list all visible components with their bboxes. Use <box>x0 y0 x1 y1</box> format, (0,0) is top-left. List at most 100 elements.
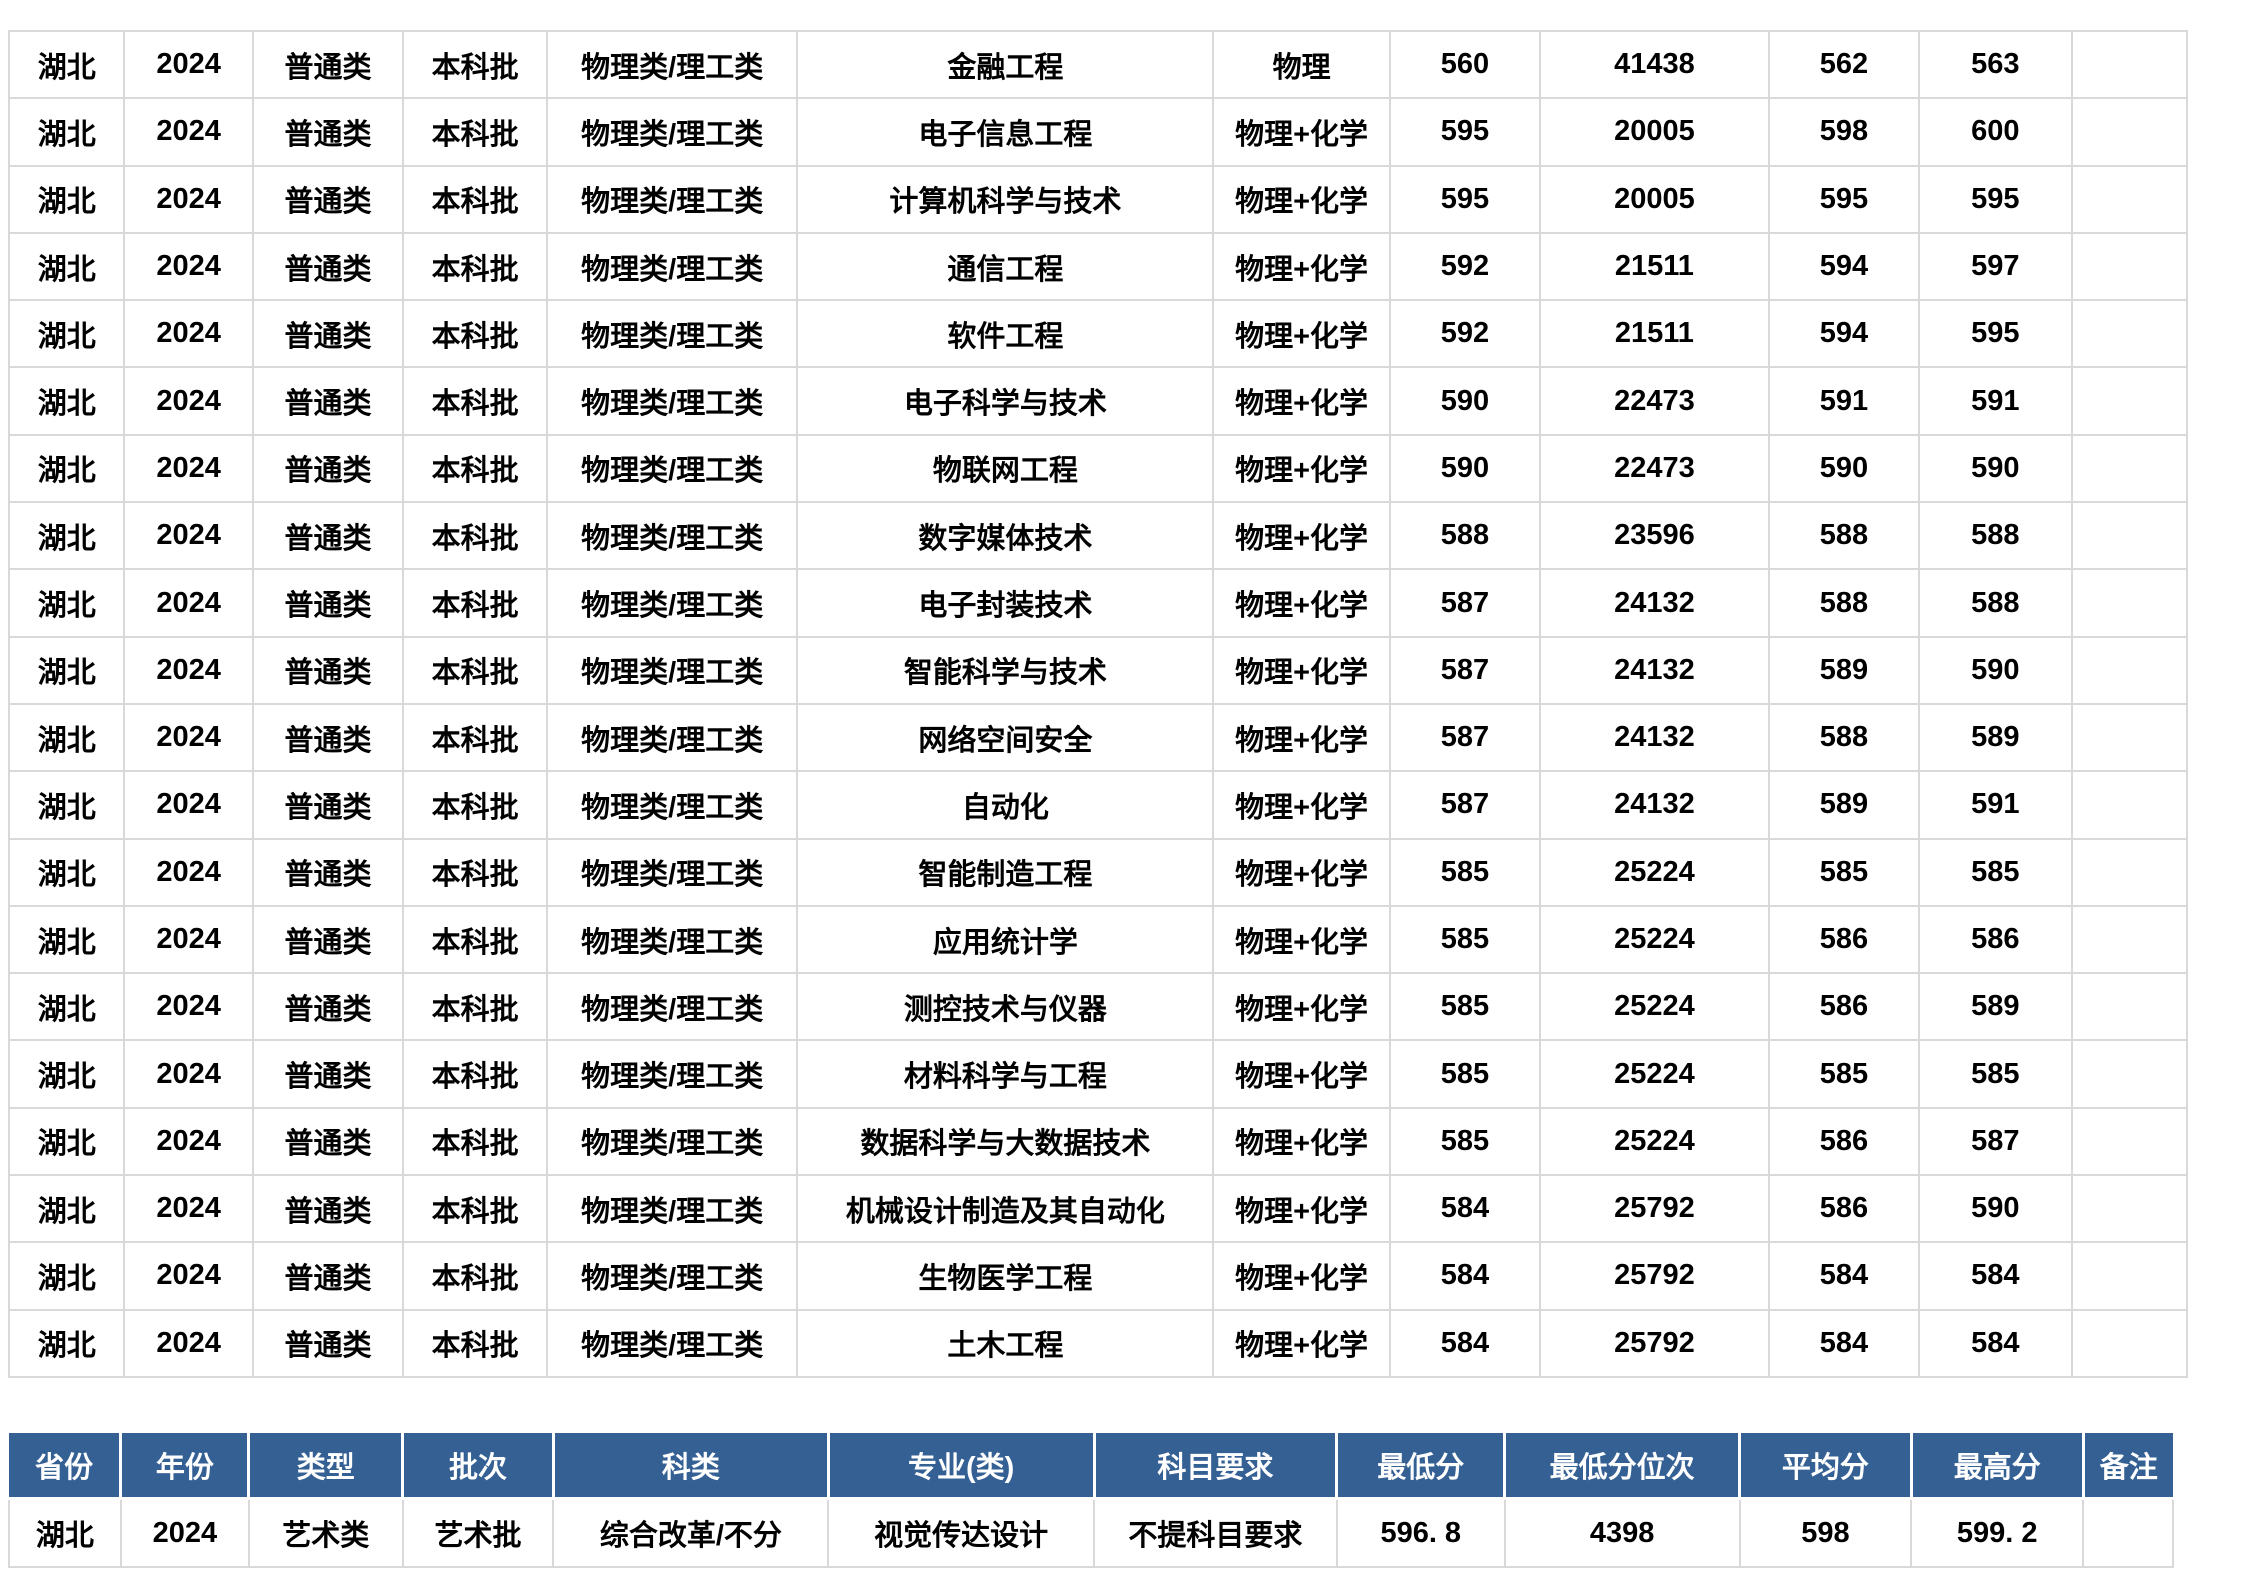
cell-min-score-rank: 41438 <box>1539 29 1770 100</box>
cell-category: 综合改革/不分 <box>552 1497 830 1568</box>
cell-province: 湖北 <box>7 635 126 705</box>
cell-subject-requirement: 物理+化学 <box>1212 702 1391 773</box>
cell-batch: 本科批 <box>402 164 548 234</box>
cell-min-score: 587 <box>1388 568 1542 638</box>
cell-remark <box>2070 568 2188 638</box>
cell-year: 2024 <box>123 433 254 504</box>
cell-avg-score: 584 <box>1767 1308 1921 1378</box>
cell-min-score: 585 <box>1388 1106 1542 1177</box>
col-header-province: 省份 <box>9 1433 123 1500</box>
admission-row: 湖北 2024 普通类 本科批 物理类/理工类 智能科学与技术 物理+化学 587 24132 5… <box>7 635 2188 705</box>
cell-remark <box>2070 1039 2188 1109</box>
col-header-category: 科类 <box>553 1433 830 1500</box>
cell-type: 普通类 <box>251 1241 405 1311</box>
admission-row: 湖北 2024 普通类 本科批 物理类/理工类 材料科学与工程 物理+化学 585 25224 5… <box>7 1039 2188 1109</box>
cell-subject-requirement: 物理+化学 <box>1212 501 1391 571</box>
cell-max-score: 591 <box>1918 770 2073 840</box>
cell-subject-requirement: 物理+化学 <box>1212 770 1391 840</box>
cell-province: 湖北 <box>7 837 126 907</box>
cell-batch: 本科批 <box>402 231 548 302</box>
cell-avg-score: 589 <box>1767 770 1921 840</box>
cell-max-score: 584 <box>1918 1241 2073 1311</box>
cell-category: 物理类/理工类 <box>545 904 799 975</box>
cell-subject-requirement: 物理+化学 <box>1212 1174 1391 1244</box>
cell-max-score: 595 <box>1918 164 2073 234</box>
cell-min-score: 587 <box>1388 635 1542 705</box>
cell-year: 2024 <box>123 97 254 167</box>
cell-category: 物理类/理工类 <box>545 837 799 907</box>
cell-subject-requirement: 物理+化学 <box>1212 1106 1391 1177</box>
cell-year: 2024 <box>119 1497 250 1568</box>
cell-type: 普通类 <box>251 1039 405 1109</box>
cell-major: 数字媒体技术 <box>796 501 1215 571</box>
cell-province: 湖北 <box>7 702 126 773</box>
admission-row: 湖北 2024 普通类 本科批 物理类/理工类 数字媒体技术 物理+化学 588 23596 58… <box>7 501 2188 571</box>
cell-batch: 本科批 <box>402 635 548 705</box>
cell-type: 普通类 <box>251 972 405 1042</box>
admission-row: 湖北 2024 普通类 本科批 物理类/理工类 电子信息工程 物理+化学 595 20005 59… <box>7 97 2188 167</box>
cell-subject-requirement: 物理+化学 <box>1212 568 1391 638</box>
admission-row: 湖北 2024 普通类 本科批 物理类/理工类 智能制造工程 物理+化学 585 25224 58… <box>7 837 2188 907</box>
cell-min-score-rank: 25792 <box>1539 1174 1770 1244</box>
col-header-major: 专业(类) <box>828 1433 1096 1500</box>
cell-avg-score: 598 <box>1767 97 1921 167</box>
cell-max-score: 595 <box>1918 299 2073 369</box>
cell-major: 应用统计学 <box>796 904 1215 975</box>
admission-row: 湖北 2024 普通类 本科批 物理类/理工类 应用统计学 物理+化学 585 25224 586… <box>7 904 2188 975</box>
cell-remark <box>2070 501 2188 571</box>
cell-province: 湖北 <box>7 568 126 638</box>
cell-min-score-rank: 25224 <box>1539 972 1770 1042</box>
cell-remark <box>2070 1241 2188 1311</box>
cell-category: 物理类/理工类 <box>545 501 799 571</box>
art-admission-row: 湖北 2024 艺术类 艺术批 综合改革/不分 视觉传达设计 不提科目要求 596. 8 439… <box>8 1497 2174 1568</box>
cell-subject-requirement: 物理+化学 <box>1212 972 1391 1042</box>
cell-province: 湖北 <box>7 1039 126 1109</box>
cell-avg-score: 594 <box>1767 299 1921 369</box>
cell-type: 普通类 <box>251 501 405 571</box>
cell-year: 2024 <box>123 702 254 773</box>
cell-subject-requirement: 物理+化学 <box>1212 904 1391 975</box>
cell-major: 计算机科学与技术 <box>796 164 1215 234</box>
cell-major: 金融工程 <box>796 29 1215 100</box>
cell-remark <box>2070 972 2188 1042</box>
cell-type: 普通类 <box>251 164 405 234</box>
cell-province: 湖北 <box>7 904 126 975</box>
cell-province: 湖北 <box>7 299 126 369</box>
cell-min-score: 595 <box>1388 97 1542 167</box>
cell-category: 物理类/理工类 <box>545 97 799 167</box>
cell-batch: 本科批 <box>402 837 548 907</box>
cell-min-score: 585 <box>1388 972 1542 1042</box>
cell-province: 湖北 <box>7 1241 126 1311</box>
cell-min-score: 587 <box>1388 770 1542 840</box>
cell-major: 智能制造工程 <box>796 837 1215 907</box>
cell-year: 2024 <box>123 837 254 907</box>
cell-avg-score: 589 <box>1767 635 1921 705</box>
cell-batch: 本科批 <box>402 568 548 638</box>
cell-min-score: 592 <box>1388 231 1542 302</box>
cell-subject-requirement: 物理+化学 <box>1212 164 1391 234</box>
cell-avg-score: 588 <box>1767 501 1921 571</box>
col-header-max-score: 最高分 <box>1911 1433 2085 1500</box>
cell-major: 网络空间安全 <box>796 702 1215 773</box>
cell-major: 机械设计制造及其自动化 <box>796 1174 1215 1244</box>
cell-major: 视觉传达设计 <box>827 1497 1095 1568</box>
cell-min-score-rank: 22473 <box>1539 366 1770 436</box>
cell-remark <box>2070 231 2188 302</box>
cell-subject-requirement: 物理+化学 <box>1212 433 1391 504</box>
cell-subject-requirement: 物理+化学 <box>1212 299 1391 369</box>
cell-batch: 本科批 <box>402 904 548 975</box>
cell-type: 普通类 <box>251 1106 405 1177</box>
cell-year: 2024 <box>123 1106 254 1177</box>
admission-row: 湖北 2024 普通类 本科批 物理类/理工类 机械设计制造及其自动化 物理+化学 584 25… <box>7 1174 2188 1244</box>
cell-category: 物理类/理工类 <box>545 29 799 100</box>
cell-max-score: 584 <box>1918 1308 2073 1378</box>
cell-subject-requirement: 物理+化学 <box>1212 1241 1391 1311</box>
cell-remark <box>2070 770 2188 840</box>
cell-category: 物理类/理工类 <box>545 568 799 638</box>
admission-row: 湖北 2024 普通类 本科批 物理类/理工类 通信工程 物理+化学 592 21511 594 5… <box>7 231 2188 302</box>
cell-avg-score: 595 <box>1767 164 1921 234</box>
cell-major: 数据科学与大数据技术 <box>796 1106 1215 1177</box>
cell-avg-score: 562 <box>1767 29 1921 100</box>
cell-province: 湖北 <box>7 231 126 302</box>
cell-type: 普通类 <box>251 904 405 975</box>
